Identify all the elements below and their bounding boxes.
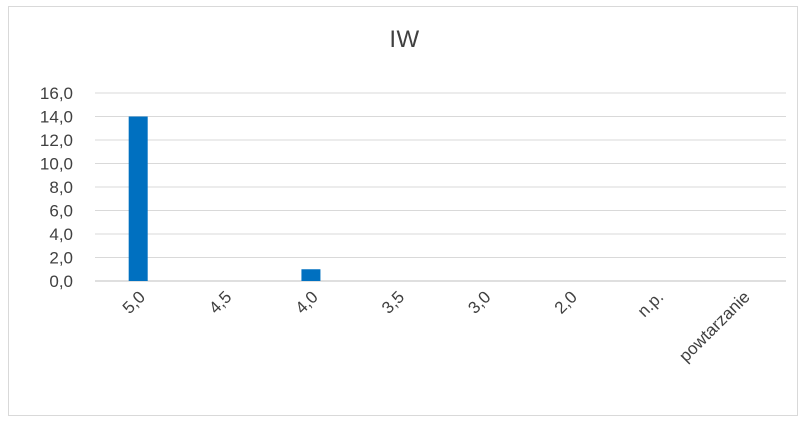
y-tick-label: 14,0 (40, 108, 73, 127)
y-tick-label: 4,0 (49, 225, 73, 244)
x-tick-label: 3,5 (378, 287, 408, 317)
x-tick-label: 4,5 (205, 287, 235, 317)
x-tick-label: powtarzanie (675, 287, 753, 365)
y-tick-label: 8,0 (49, 178, 73, 197)
y-axis-ticks: 0,0 2,0 4,0 6,0 8,0 10,0 12,0 14,0 16,0 (40, 84, 73, 291)
x-tick-label: n.p. (634, 287, 667, 320)
y-tick-label: 6,0 (49, 202, 73, 221)
bar (128, 116, 148, 281)
x-tick-label: 2,0 (551, 287, 581, 317)
y-tick-label: 2,0 (49, 249, 73, 268)
bars (128, 116, 321, 281)
x-axis-ticks: 5,0 4,5 4,0 3,5 3,0 2,0 n.p. powtarzanie (119, 287, 754, 365)
x-tick-label: 3,0 (464, 287, 494, 317)
y-tick-label: 0,0 (49, 272, 73, 291)
y-tick-label: 10,0 (40, 155, 73, 174)
x-tick-label: 4,0 (292, 287, 322, 317)
gridlines (95, 92, 786, 282)
y-tick-label: 12,0 (40, 131, 73, 150)
bar (301, 269, 321, 281)
x-tick-label: 5,0 (119, 287, 149, 317)
y-tick-label: 16,0 (40, 84, 73, 103)
chart-title: IW (389, 26, 420, 53)
